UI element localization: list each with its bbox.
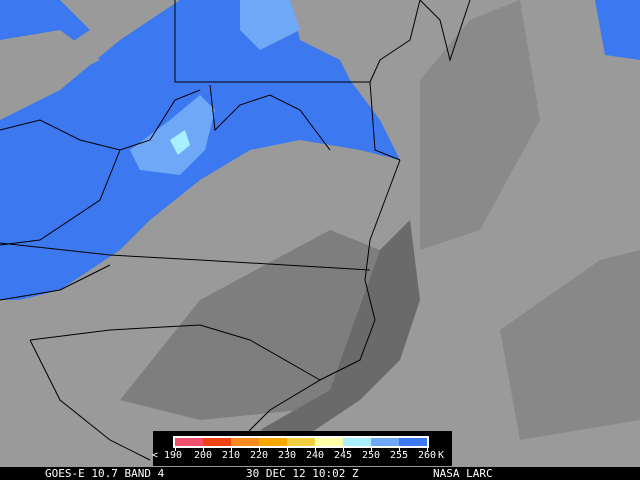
legend-tick-mark (371, 446, 372, 451)
dark-region (120, 230, 400, 420)
cloud-texture (500, 250, 640, 440)
legend-tick-mark (343, 446, 344, 451)
ky-border (0, 149, 121, 246)
legend-segment (371, 438, 399, 446)
clear-region (0, 30, 100, 90)
credit-label: NASA LARC (433, 467, 493, 480)
ny-border (419, 0, 471, 62)
footer-bar: GOES-E 10.7 BAND 4 30 DEC 12 10:02 Z NAS… (0, 467, 640, 480)
legend-tick-mark (259, 446, 260, 451)
legend-unit: K (437, 450, 445, 461)
legend-segment (175, 438, 203, 446)
legend-tick-label: 210 (221, 450, 241, 461)
legend-tick-label: 250 (361, 450, 381, 461)
legend-tick-label: 230 (277, 450, 297, 461)
legend-segment (343, 438, 371, 446)
legend-tick-mark (427, 446, 428, 451)
state-borders (0, 0, 471, 461)
legend-tick-label: 260 (417, 450, 437, 461)
legend-tick-label: 220 (249, 450, 269, 461)
legend-tick-mark (315, 446, 316, 451)
legend-segment (399, 438, 427, 446)
gray-band (420, 0, 540, 250)
legend-tick-label: 255 (389, 450, 409, 461)
tn-border (0, 264, 111, 301)
legend-segment (287, 438, 315, 446)
dark-region-coast (260, 220, 420, 440)
cloud-region-blue-3 (595, 0, 640, 60)
legend-segment (259, 438, 287, 446)
legend-segment (315, 438, 343, 446)
legend-tick-label: 200 (193, 450, 213, 461)
legend-color-bar (173, 436, 429, 448)
cloud-region-cyan (170, 130, 190, 155)
md-va-border (209, 84, 331, 151)
coastline (239, 159, 401, 441)
legend-tick-mark (203, 446, 204, 451)
datetime-label: 30 DEC 12 10:02 Z (246, 467, 359, 480)
legend-tick-mark (231, 446, 232, 451)
nc-sc-border (29, 324, 321, 381)
satellite-label: GOES-E 10.7 BAND 4 (45, 467, 165, 480)
legend-tick-mark (287, 446, 288, 451)
legend-tick-label: 245 (333, 450, 353, 461)
temperature-legend: < 190 200 210 220 230 240 245 250 255 260 K (151, 431, 452, 466)
legend-tick-mark (175, 446, 176, 451)
nj-border (369, 0, 421, 83)
legend-segment (203, 438, 231, 446)
legend-tick-mark (399, 446, 400, 451)
cloud-region-light-2 (130, 95, 215, 175)
sc-ga-border (29, 339, 151, 461)
legend-tick-label: 240 (305, 450, 325, 461)
satellite-map (0, 0, 640, 461)
va-nc-border (0, 242, 371, 271)
legend-segment (231, 438, 259, 446)
legend-tick-label: < 190 (151, 450, 183, 461)
cloud-region-light (240, 0, 300, 50)
